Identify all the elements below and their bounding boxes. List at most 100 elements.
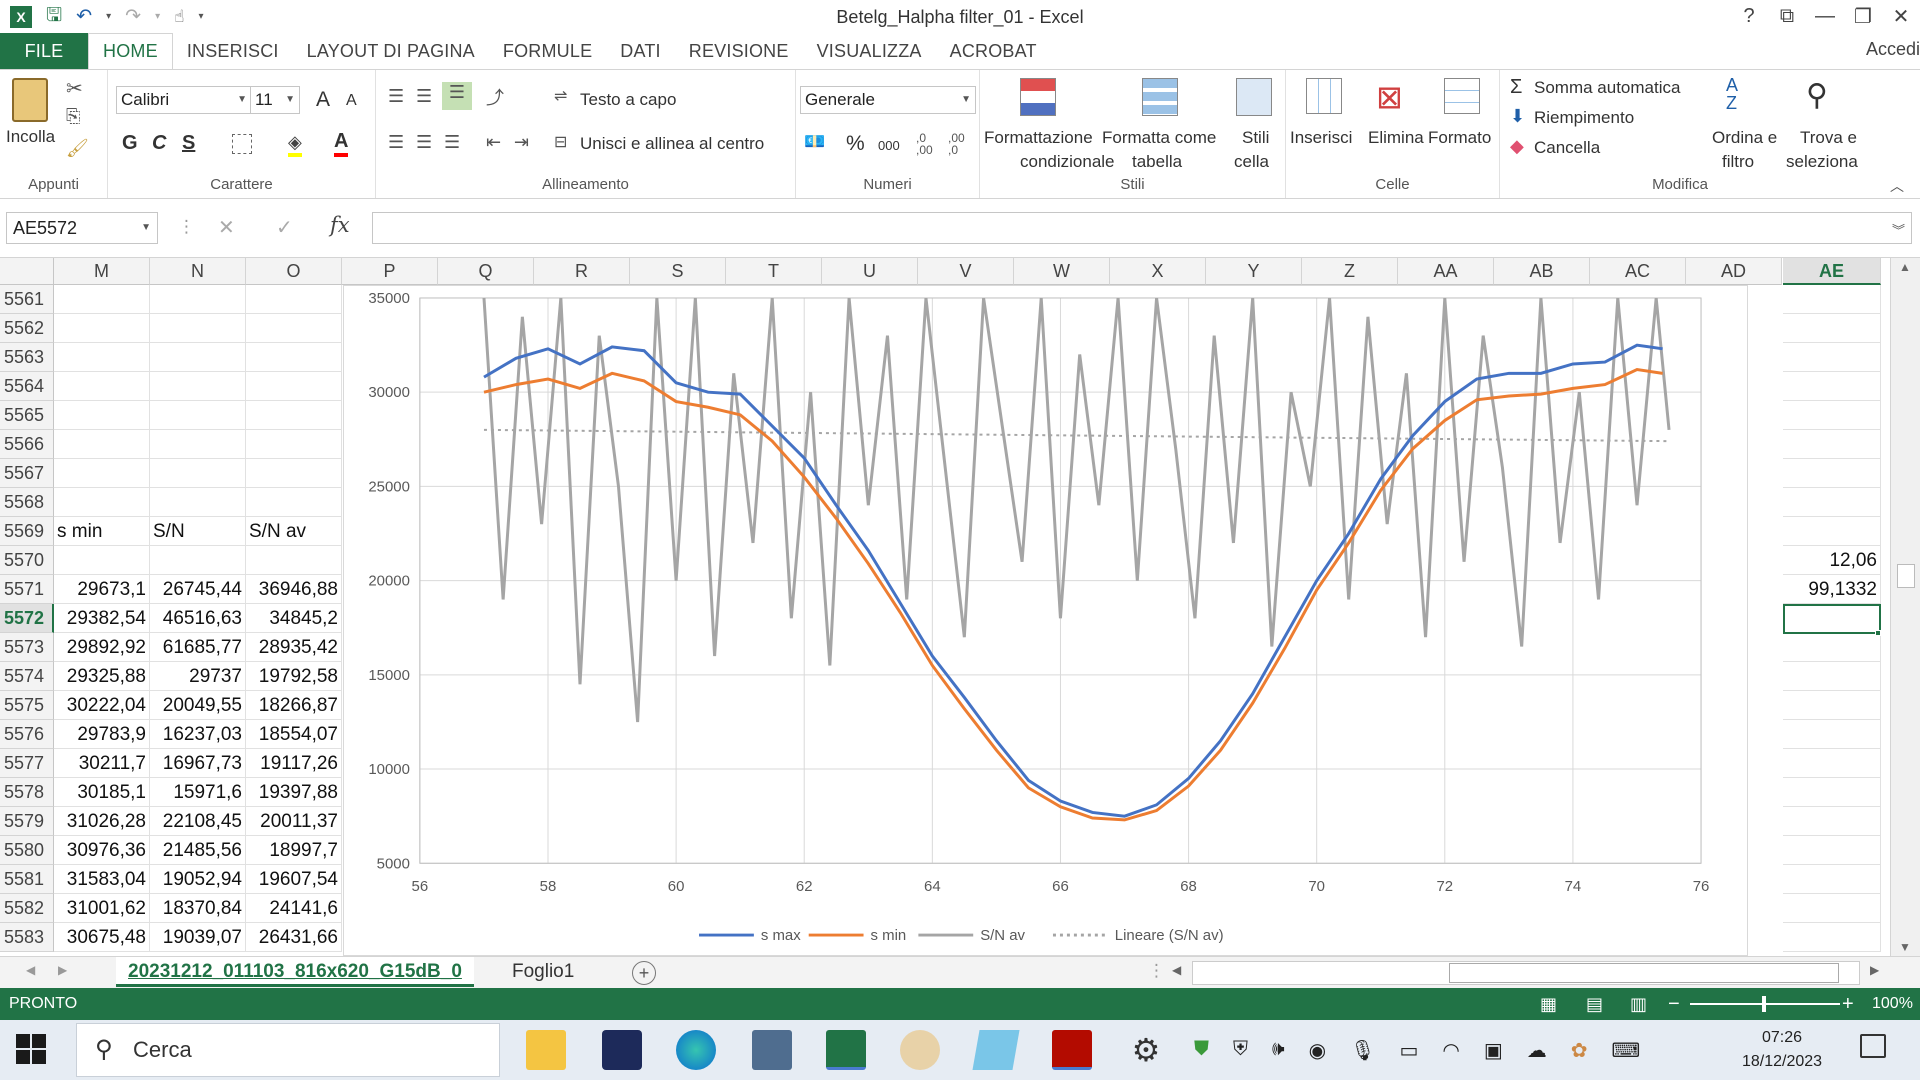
cell-m5579[interactable]: 31026,28 xyxy=(54,807,150,836)
number-format-select[interactable]: Generale ▼ xyxy=(800,86,976,114)
cell-o5562[interactable] xyxy=(246,314,342,343)
zoom-slider-thumb[interactable] xyxy=(1762,996,1766,1012)
cell-m5565[interactable] xyxy=(54,401,150,430)
align-right-icon[interactable]: ☰ xyxy=(444,132,461,152)
cell-o5566[interactable] xyxy=(246,430,342,459)
cell-n5562[interactable] xyxy=(150,314,246,343)
clear-button[interactable]: Cancella xyxy=(1534,138,1601,157)
tab-insert[interactable]: INSERISCI xyxy=(186,40,279,61)
settings-gear-icon[interactable]: ⚙ xyxy=(1131,1032,1161,1068)
underline-button[interactable]: S xyxy=(182,132,196,154)
increase-decimal-icon[interactable]: ,0,00 xyxy=(916,131,933,157)
clock[interactable]: 07:26 18/12/2023 xyxy=(1742,1026,1822,1074)
cell-n5574[interactable]: 29737 xyxy=(150,662,246,691)
notifications-icon[interactable] xyxy=(1860,1034,1886,1058)
cell-m5562[interactable] xyxy=(54,314,150,343)
cell-ae5566[interactable] xyxy=(1783,430,1881,459)
cell-ae5561[interactable] xyxy=(1783,285,1881,314)
row-header-5579[interactable]: 5579 xyxy=(0,807,54,836)
wrap-text-icon[interactable]: ⇌ xyxy=(554,88,568,105)
decrease-indent-icon[interactable]: ⇤ xyxy=(486,132,502,152)
cell-m5569[interactable]: s min xyxy=(54,517,150,546)
volume-icon[interactable]: 🕪 xyxy=(1272,1038,1285,1060)
cell-ae5565[interactable] xyxy=(1783,401,1881,430)
normal-view-icon[interactable]: ▦ xyxy=(1540,994,1558,1014)
cell-ae5563[interactable] xyxy=(1783,343,1881,372)
column-header-q[interactable]: Q xyxy=(438,258,534,285)
font-name-select[interactable]: Calibri ▼ xyxy=(116,86,252,114)
column-header-u[interactable]: U xyxy=(822,258,918,285)
restore-button[interactable]: ❐ xyxy=(1854,6,1872,28)
wrap-text-button[interactable]: Testo a capo xyxy=(580,90,677,109)
cell-ae5579[interactable] xyxy=(1783,807,1881,836)
column-header-r[interactable]: R xyxy=(534,258,630,285)
borders-icon[interactable] xyxy=(232,134,252,154)
row-header-5573[interactable]: 5573 xyxy=(0,633,54,662)
format-painter-icon[interactable]: 🖌 xyxy=(66,138,89,158)
next-sheet-icon[interactable]: ▶ xyxy=(58,963,68,977)
undo-icon[interactable]: ↶ xyxy=(76,6,93,27)
cell-styles-label-2[interactable]: cella xyxy=(1234,152,1269,171)
conditional-format-label-2[interactable]: condizionale xyxy=(1020,152,1115,171)
row-header-5580[interactable]: 5580 xyxy=(0,836,54,865)
fill-handle[interactable] xyxy=(1875,630,1881,636)
display-icon[interactable]: ▣ xyxy=(1483,1040,1503,1062)
row-header-5582[interactable]: 5582 xyxy=(0,894,54,923)
cell-n5577[interactable]: 16967,73 xyxy=(150,749,246,778)
cell-m5561[interactable] xyxy=(54,285,150,314)
align-middle-icon[interactable]: ☰ xyxy=(416,86,433,106)
acrobat-icon[interactable] xyxy=(1052,1030,1092,1070)
column-header-x[interactable]: X xyxy=(1110,258,1206,285)
battery-icon[interactable]: ▭ xyxy=(1399,1040,1419,1062)
fill-color-icon[interactable]: ◈ xyxy=(288,132,302,157)
edge-browser-icon[interactable] xyxy=(676,1030,716,1070)
paint-icon[interactable] xyxy=(900,1030,940,1070)
format-as-table-label-1[interactable]: Formatta come xyxy=(1102,128,1217,147)
cell-ae5570[interactable]: 12,06 xyxy=(1783,546,1881,575)
scroll-up-icon[interactable]: ▲ xyxy=(1899,260,1911,274)
percent-button[interactable]: % xyxy=(846,132,865,155)
close-button[interactable]: ✕ xyxy=(1892,6,1910,28)
cell-ae5571[interactable]: 99,1332 xyxy=(1783,575,1881,604)
cell-n5566[interactable] xyxy=(150,430,246,459)
row-header-5570[interactable]: 5570 xyxy=(0,546,54,575)
sheet-tab-foglio1[interactable]: Foglio1 xyxy=(512,961,575,982)
insert-cells-icon[interactable] xyxy=(1306,78,1342,114)
format-as-table-label-2[interactable]: tabella xyxy=(1132,152,1183,171)
column-header-aa[interactable]: AA xyxy=(1398,258,1494,285)
bold-button[interactable]: G xyxy=(122,132,138,154)
cell-m5573[interactable]: 29892,92 xyxy=(54,633,150,662)
cell-o5576[interactable]: 18554,07 xyxy=(246,720,342,749)
collapse-ribbon-icon[interactable]: ︿ xyxy=(1890,178,1904,194)
column-header-v[interactable]: V xyxy=(918,258,1014,285)
align-bottom-icon[interactable]: ☰ xyxy=(442,82,472,110)
tab-home[interactable]: HOME xyxy=(88,33,173,69)
cell-m5574[interactable]: 29325,88 xyxy=(54,662,150,691)
zoom-out-button[interactable]: − xyxy=(1668,993,1680,1015)
cell-n5580[interactable]: 21485,56 xyxy=(150,836,246,865)
increase-indent-icon[interactable]: ⇥ xyxy=(514,132,530,152)
conditional-format-icon[interactable] xyxy=(1020,78,1056,116)
cell-n5582[interactable]: 18370,84 xyxy=(150,894,246,923)
cell-n5561[interactable] xyxy=(150,285,246,314)
font-color-icon[interactable]: A xyxy=(334,130,349,157)
column-header-t[interactable]: T xyxy=(726,258,822,285)
format-cells-icon[interactable] xyxy=(1444,78,1480,114)
hscroll-left-icon[interactable]: ◀ xyxy=(1172,963,1182,977)
save-icon[interactable]: 🖫 xyxy=(46,4,63,26)
cell-n5569[interactable]: S/N xyxy=(150,517,246,546)
defender-icon[interactable]: ⛨ xyxy=(1233,1038,1248,1060)
delete-cells-icon[interactable]: ⊠ xyxy=(1376,79,1403,115)
column-header-y[interactable]: Y xyxy=(1206,258,1302,285)
row-header-5567[interactable]: 5567 xyxy=(0,459,54,488)
merge-center-button[interactable]: Unisci e allinea al centro xyxy=(580,134,765,153)
keyboard-icon[interactable]: ⌨ xyxy=(1611,1040,1641,1062)
column-header-w[interactable]: W xyxy=(1014,258,1110,285)
align-left-icon[interactable]: ☰ xyxy=(388,132,405,152)
insert-cells-button[interactable]: Inserisci xyxy=(1290,128,1353,147)
format-cells-button[interactable]: Formato xyxy=(1428,128,1492,147)
column-header-ae[interactable]: AE xyxy=(1783,258,1881,285)
cell-ae5574[interactable] xyxy=(1783,662,1881,691)
cell-o5578[interactable]: 19397,88 xyxy=(246,778,342,807)
night-sky-app-icon[interactable] xyxy=(602,1030,642,1070)
